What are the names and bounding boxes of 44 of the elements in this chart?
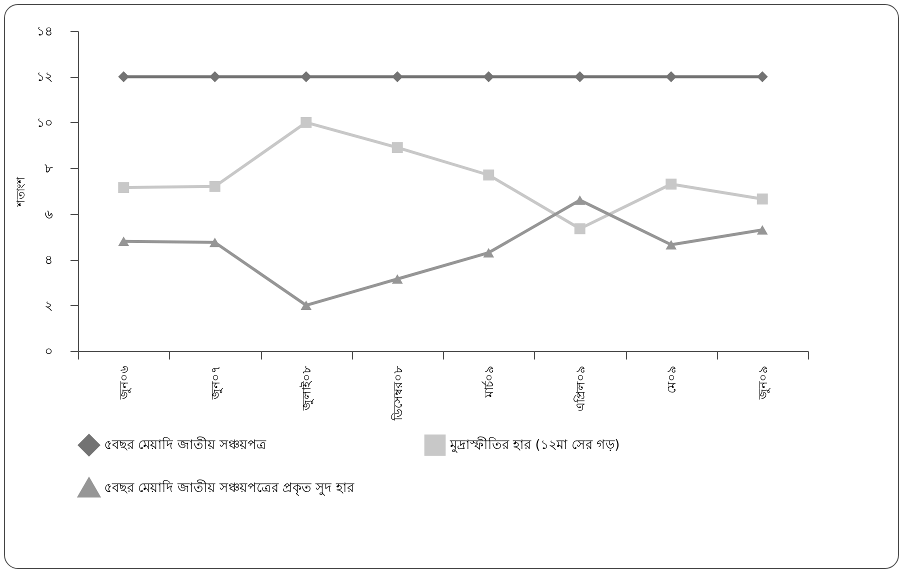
y-tick-label: ১২	[36, 70, 52, 86]
point	[666, 178, 677, 190]
x-tick-label: জুন০৯	[756, 366, 771, 400]
point	[483, 170, 494, 180]
x-tick-label: জুন০৭	[208, 366, 224, 400]
y-tick-label: ৬	[44, 207, 54, 222]
point	[392, 71, 403, 82]
point	[574, 223, 586, 234]
x-tick-label: মে০৯	[664, 366, 679, 394]
y-axis-title: শতাংশ	[14, 176, 28, 208]
point	[574, 195, 586, 205]
point	[300, 116, 312, 128]
point	[300, 71, 312, 82]
point	[118, 182, 130, 194]
x-tick-label: মার্চ০৯	[482, 366, 496, 398]
y-tick-label: ১০	[36, 116, 52, 131]
point	[392, 142, 403, 154]
point	[666, 71, 677, 82]
point	[756, 71, 768, 82]
y-tick-label: ০	[44, 344, 52, 360]
point	[209, 238, 220, 248]
point	[666, 240, 677, 250]
point	[574, 71, 586, 82]
y-tick-label: ৪	[44, 253, 52, 268]
x-tick-label: জুন০৬	[117, 366, 132, 400]
legend-label: ৫বছর মেয়াদি জাতীয় সঞ্চয়পত্রের প্রকৃত সুদ হার	[104, 480, 355, 496]
y-tick-label: ২	[44, 298, 52, 314]
point	[483, 248, 494, 258]
point	[756, 194, 768, 204]
y-tick-label: ৮	[44, 162, 54, 177]
point	[209, 71, 220, 82]
x-tick-label: এপ্রিল০৯	[573, 366, 588, 412]
point	[118, 71, 130, 82]
y-tick-label: ১৪	[36, 24, 52, 40]
point	[118, 236, 130, 246]
point	[209, 180, 220, 192]
point	[392, 274, 403, 284]
legend-label: মুদ্রাস্ফীতির হার (১২মা সের গড়)	[449, 437, 620, 454]
legend-label: ৫বছর মেয়াদি জাতীয় সঞ্চয়পত্র	[104, 437, 266, 454]
x-tick-label: জুলাই০৮	[300, 366, 315, 412]
point	[300, 300, 312, 310]
point	[756, 225, 768, 235]
x-tick-label: ডিসেম্বর০৮	[390, 366, 405, 422]
point	[483, 71, 494, 82]
